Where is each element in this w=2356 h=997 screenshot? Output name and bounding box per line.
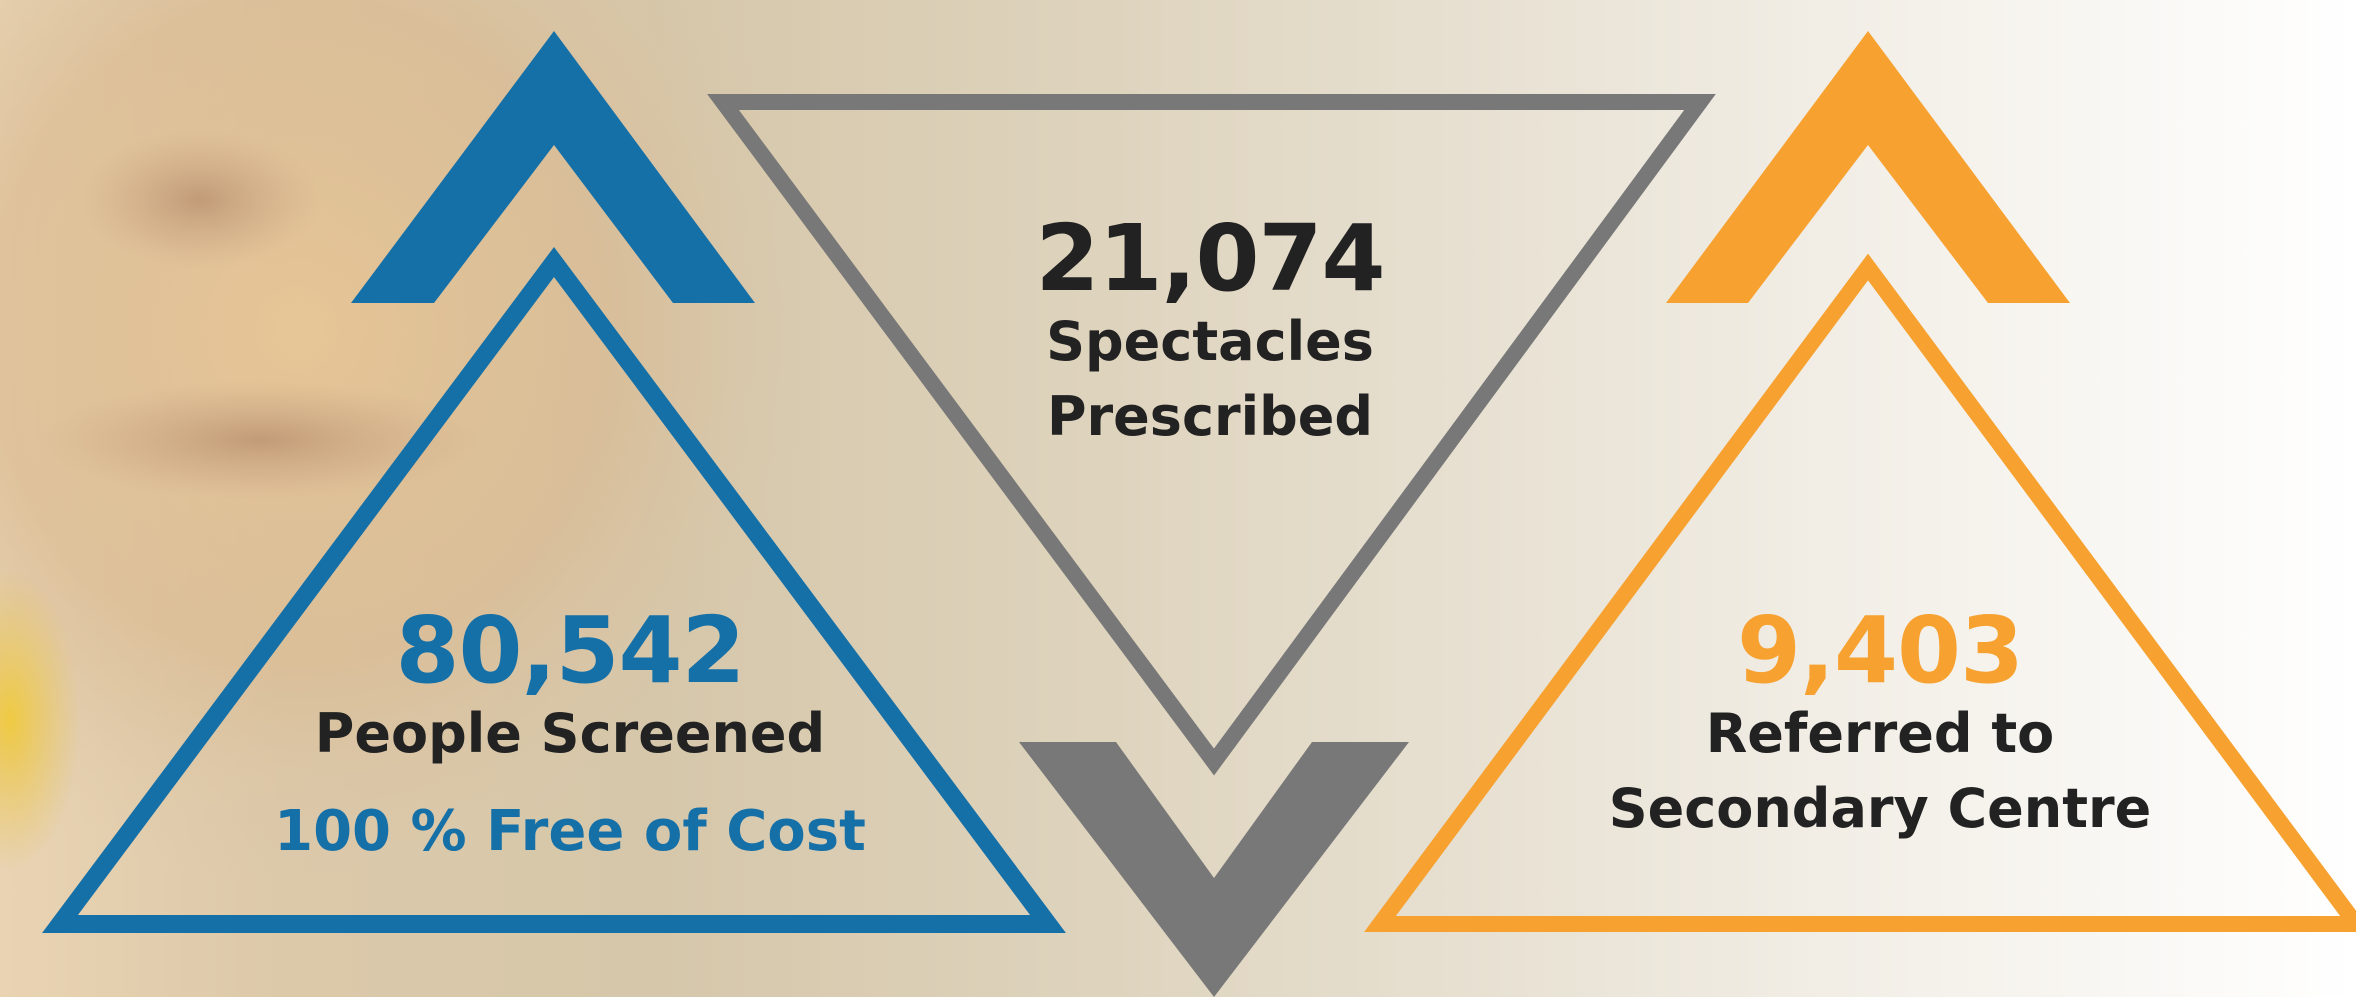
gray-inverted-triangle-outline (707, 94, 1716, 776)
orange-chevron-up-icon (1666, 31, 2070, 303)
people-screened-label: People Screened (314, 702, 826, 765)
spectacles-label-line2: Prescribed (1046, 384, 1374, 448)
gray-chevron-down-icon (1019, 742, 1409, 997)
referred-label-line1: Referred to (1705, 702, 2055, 765)
spectacles-value: 21,074 (1035, 205, 1385, 312)
people-screened-value: 80,542 (395, 597, 745, 704)
orange-triangle-outline (1364, 253, 2356, 932)
spectacles-label-line1: Spectacles (1046, 310, 1374, 373)
blue-triangle-outline (42, 246, 1066, 933)
referred-value: 9,403 (1736, 597, 2024, 704)
blue-chevron-up-icon (351, 31, 755, 303)
stat-spectacles-prescribed: 21,074 Spectacles Prescribed (910, 213, 1510, 454)
stat-people-screened: 80,542 People Screened 100 % Free of Cos… (240, 605, 900, 860)
referred-label-line2: Secondary Centre (1608, 776, 2152, 840)
free-of-cost-note: 100 % Free of Cost (274, 798, 866, 864)
stat-referred-secondary: 9,403 Referred to Secondary Centre (1530, 605, 2230, 846)
